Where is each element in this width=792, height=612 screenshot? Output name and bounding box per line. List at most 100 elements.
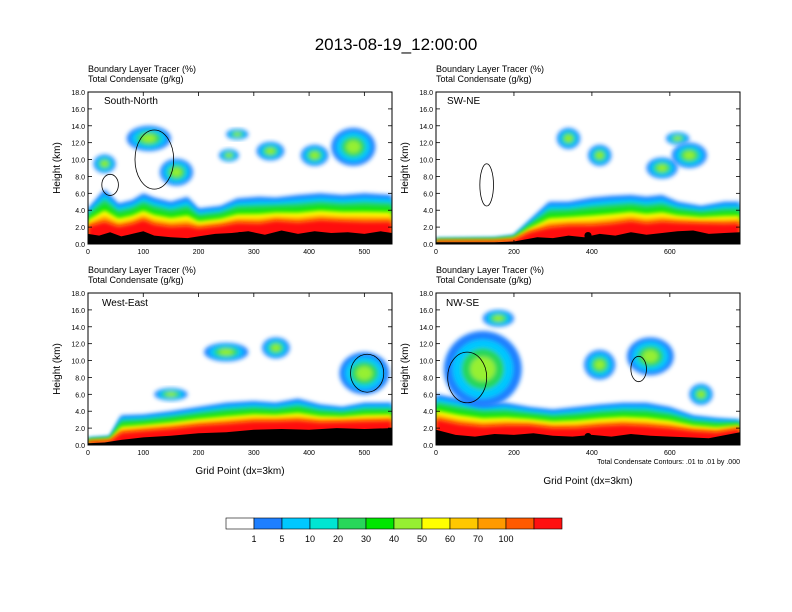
colorbar-swatch	[253, 517, 283, 530]
y-tick-label: 8.0	[423, 174, 433, 181]
y-tick-label: 4.0	[75, 409, 85, 416]
colorbar-swatch	[449, 517, 479, 530]
contour-note: Total Condensate Contours: .01 to .01 by…	[597, 459, 740, 466]
y-tick-label: 2.0	[75, 225, 85, 232]
y-tick-label: 18.0	[419, 291, 433, 298]
cloud-plume-layer-4	[564, 135, 573, 142]
cloud-plume-layer-4	[271, 344, 281, 352]
cloud-plume	[154, 388, 188, 401]
x-tick-label: 400	[586, 249, 598, 256]
y-tick-label: 10.0	[71, 158, 85, 165]
cloud-plume	[626, 337, 674, 376]
plot-content	[88, 125, 392, 244]
plot-area: 0.0 2.0 4.0 6.0 8.0 10.0 12.0 14.0 16.0 18.0 0 100 2…	[71, 90, 392, 256]
cloud-plume	[159, 158, 194, 186]
cloud-plume-layer-4	[346, 140, 361, 153]
y-tick-label: 0.0	[423, 242, 433, 249]
x-tick-label: 200	[508, 249, 520, 256]
plot-frame	[87, 91, 393, 245]
cloud-plume-layer-4	[683, 151, 695, 160]
x-axis-label: Grid Point (dx=3km)	[195, 466, 284, 477]
cloud-plume	[256, 141, 285, 161]
cloud-plume-layer-4	[673, 136, 682, 141]
cloud-plume	[588, 144, 612, 166]
cloud-plume-layer-4	[310, 151, 320, 159]
y-tick-label: 12.0	[71, 141, 85, 148]
y-tick-label: 18.0	[419, 90, 433, 97]
colorbar-label: 30	[361, 534, 371, 544]
colorbar-swatch	[421, 517, 451, 530]
colorbar-swatch	[309, 517, 339, 530]
y-axis-label: Height (km)	[400, 142, 411, 194]
plot-content	[436, 309, 740, 445]
y-tick-label: 12.0	[71, 342, 85, 349]
y-tick-label: 10.0	[419, 158, 433, 165]
y-tick-label: 6.0	[423, 392, 433, 399]
x-tick-label: 200	[193, 249, 205, 256]
cloud-plume-layer-4	[470, 356, 496, 382]
cloud-plume	[300, 144, 329, 166]
colorbar-label: 60	[445, 534, 455, 544]
x-tick-label: 300	[248, 450, 260, 457]
x-tick-label: 200	[193, 450, 205, 457]
colorbar-label: 20	[333, 534, 343, 544]
x-tick-label: 100	[137, 450, 149, 457]
colorbar-label: 1	[251, 534, 256, 544]
cloud-plume-layer-4	[219, 349, 234, 356]
y-tick-label: 10.0	[71, 359, 85, 366]
y-tick-label: 8.0	[75, 375, 85, 382]
plot-frame	[87, 292, 393, 446]
cloud-plume	[482, 309, 514, 327]
y-tick-label: 10.0	[419, 359, 433, 366]
y-tick-label: 4.0	[423, 208, 433, 215]
x-axis-label: Grid Point (dx=3km)	[543, 476, 632, 487]
y-tick-label: 6.0	[423, 191, 433, 198]
colorbar-label: 40	[389, 534, 399, 544]
y-tick-label: 14.0	[71, 325, 85, 332]
x-tick-label: 600	[664, 249, 676, 256]
y-tick-label: 16.0	[71, 308, 85, 315]
cloud-plume	[689, 383, 713, 405]
cross-section-label: NW-SE	[446, 298, 479, 309]
y-tick-label: 16.0	[419, 107, 433, 114]
cloud-plume-layer-4	[171, 167, 182, 177]
condensate-contour	[479, 163, 494, 207]
colorbar-label: 70	[473, 534, 483, 544]
location-marker	[584, 231, 592, 240]
cloud-plume-layer-4	[141, 134, 156, 143]
cloud-plume-layer-4	[697, 390, 705, 398]
y-tick-label: 18.0	[71, 90, 85, 97]
colorbar-swatch	[393, 517, 423, 530]
y-tick-label: 12.0	[419, 342, 433, 349]
y-tick-label: 2.0	[423, 225, 433, 232]
figure-title: 2013-08-19_12:00:00	[315, 35, 478, 54]
cloud-plume	[584, 350, 616, 380]
y-tick-label: 0.0	[423, 443, 433, 450]
y-axis-label: Height (km)	[52, 343, 63, 395]
panel-header-line-1: Boundary Layer Tracer (%)	[436, 265, 544, 275]
x-tick-label: 0	[86, 249, 90, 256]
panel-nw-se: Boundary Layer Tracer (%) Total Condensa…	[400, 265, 741, 487]
y-tick-label: 16.0	[71, 107, 85, 114]
panel-header-line-1: Boundary Layer Tracer (%)	[88, 64, 196, 74]
cloud-plume-layer-4	[225, 153, 233, 158]
x-tick-label: 0	[434, 249, 438, 256]
colorbar-swatch	[225, 517, 255, 530]
plot-content	[436, 127, 740, 244]
panel-header-line-2: Total Condensate (g/kg)	[88, 275, 184, 285]
panel-south-north: Boundary Layer Tracer (%) Total Condensa…	[52, 64, 393, 256]
cloud-plume	[226, 128, 249, 140]
condensate-contour	[350, 353, 385, 393]
colorbar: 1 5 10 20 30 40 50 60 70 100	[225, 517, 563, 544]
x-tick-label: 0	[86, 450, 90, 457]
cloud-plume-layer-4	[657, 164, 668, 172]
colorbar-swatch	[533, 517, 563, 530]
location-marker	[236, 432, 244, 441]
cloud-plume-layer-4	[165, 392, 177, 397]
y-tick-label: 4.0	[423, 409, 433, 416]
cloud-plume-layer-4	[594, 360, 605, 370]
y-tick-label: 0.0	[75, 443, 85, 450]
y-tick-label: 2.0	[75, 426, 85, 433]
x-tick-label: 400	[303, 450, 315, 457]
x-tick-label: 200	[508, 450, 520, 457]
